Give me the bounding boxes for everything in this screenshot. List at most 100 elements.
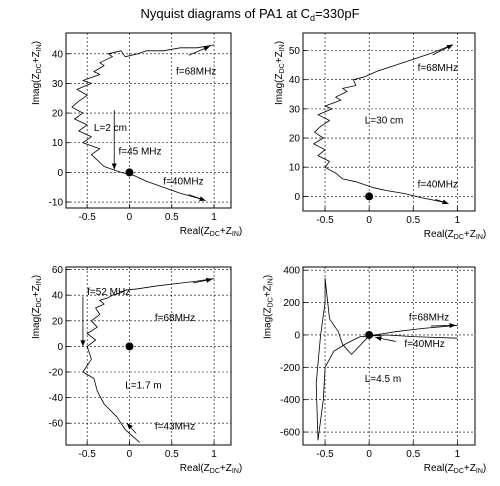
panel-1-annotation-1-arrow-head	[111, 163, 117, 170]
panel-3-xtick-label-1: 0	[127, 449, 133, 460]
panel-3-ylabel-part-0: Imag(Z	[31, 307, 42, 339]
panel-1-xlabel-part-0: Real(Z	[180, 226, 210, 237]
panel-1-annotation-3-arrow-head	[199, 196, 206, 201]
panel-4-ylabel-part-0: Imag(Z	[263, 307, 274, 339]
panel-2-annotation-0: f=68MHz	[418, 63, 458, 74]
panel-2-xlabel-part-0: Real(Z	[424, 229, 454, 240]
panel-3: -0.5 0 0.5 1-60-40-200204060Real(ZDC+ZIN)Im…	[31, 265, 242, 475]
panel-3-xlabel: Real(ZDC+ZIN)	[180, 463, 242, 475]
panel-2-xlabel-part-4: )	[483, 229, 486, 240]
panel-3-xtick-label-2: 0.5	[165, 449, 179, 460]
panel-4-annotation-1: f=40MHz	[404, 339, 444, 350]
panel-2-ytick-label-2: 20	[289, 134, 301, 145]
panel-1-xlabel-part-1: DC	[210, 231, 220, 238]
panel-1-ylabel-part-1: DC	[36, 63, 43, 73]
panel-3-ylabel-part-2: +Z	[31, 285, 42, 297]
panel-3-ylabel-part-3: IN	[36, 278, 43, 285]
panel-2-ylabel: Imag(ZDC+ZIN)	[274, 41, 286, 105]
panel-4-annotation-0: f=68MHz	[409, 312, 449, 323]
panel-3-ytick-label-5: 40	[52, 291, 64, 302]
panel-4-xtick-label-0: -0.5	[316, 449, 334, 460]
panel-2-xtick-label-1: 0	[366, 215, 372, 226]
panel-2-xtick-label-0: -0.5	[316, 215, 334, 226]
panel-4-ytick-label-0: -600	[280, 428, 300, 439]
panel-1-ytick-label-3: 20	[52, 109, 64, 120]
panel-3-ylabel-part-1: DC	[36, 297, 43, 307]
panel-1-ylabel-part-4: )	[31, 41, 42, 44]
panel-4-annotation-0-arrow-head	[449, 322, 456, 328]
panel-1-series-line	[71, 44, 215, 200]
panel-1-ylabel: Imag(ZDC+ZIN)	[31, 41, 43, 105]
panel-4-ytick-label-2: -200	[280, 363, 300, 374]
panel-1-ytick-label-2: 10	[52, 138, 64, 149]
panel-3-ytick-label-4: 20	[52, 316, 64, 327]
panel-2-xtick-label-3: 1	[455, 215, 461, 226]
panel-4-xlabel-part-4: )	[483, 463, 486, 474]
figure-title: Nyquist diagrams of PA1 at Cd=330pF	[140, 6, 359, 23]
panel-2-ylabel-part-4: )	[274, 41, 285, 44]
panel-4-frame	[302, 266, 476, 446]
panel-1-origin-marker	[125, 168, 134, 177]
panel-2-ylabel-part-2: +Z	[274, 51, 285, 63]
panel-2-xlabel-part-1: DC	[454, 234, 464, 241]
panel-3-xlabel-part-1: DC	[210, 468, 220, 475]
panel-1-xtick-label-3: 1	[211, 212, 217, 223]
panel-2-ylabel-part-1: DC	[279, 63, 286, 73]
panel-1-annotation-3: f=40MHz	[163, 176, 203, 187]
panel-4-xlabel: Real(ZDC+ZIN)	[424, 463, 486, 475]
panel-4-ylabel-part-4: )	[263, 275, 274, 278]
panel-4-ylabel-part-3: IN	[268, 278, 275, 285]
panel-3-ytick-label-6: 60	[52, 265, 64, 276]
panel-4-ytick-label-5: 400	[283, 266, 300, 277]
panel-3-xlabel-part-2: +Z	[220, 463, 232, 474]
panel-1-ytick-label-1: 0	[57, 168, 63, 179]
panel-4-xlabel-part-2: +Z	[464, 463, 476, 474]
panel-1-xtick-label-2: 0.5	[165, 212, 179, 223]
panel-3-xlabel-part-0: Real(Z	[180, 463, 210, 474]
panel-3-ytick-label-2: -20	[49, 368, 64, 379]
panel-1: -0.5 0 0.5 1 -10 0 10 20 30 40 Real(ZDC+ZIN) Imag(Z…	[31, 32, 242, 238]
panel-3-annotation-1-arrow-head	[206, 277, 213, 283]
panel-1-annotation-0: f=68MHz	[176, 67, 216, 78]
panel-2-origin-marker	[365, 192, 374, 201]
panel-3-annotation-0-arrow-head	[80, 340, 86, 347]
panel-1-xlabel: Real(ZDC+ZIN)	[180, 226, 242, 238]
panel-4-ytick-label-3: 0	[294, 330, 300, 341]
panel-2-series-line	[313, 44, 454, 203]
panel-2-ylabel-part-0: Imag(Z	[274, 73, 285, 105]
panel-1-annotation-1: L=2 cm	[94, 123, 127, 134]
panel-1-ylabel-part-3: IN	[36, 44, 43, 51]
panel-1-ytick-label-5: 40	[52, 49, 64, 60]
panel-2-ytick-label-1: 10	[289, 163, 301, 174]
panel-4-annotation-1-arrow-head	[375, 336, 382, 342]
panel-4: -0.5 0 0.5 1-600-400-2000200400Real(ZDC+ZIN…	[263, 266, 487, 475]
panel-1-xtick-label-0: -0.5	[79, 212, 97, 223]
panel-3-xlabel-part-4: )	[239, 463, 242, 474]
panel-3-xlabel-part-3: IN	[232, 468, 239, 475]
panel-2-ytick-label-4: 40	[289, 75, 301, 86]
panel-1-ytick-label-0: -10	[49, 198, 64, 209]
panel-4-xlabel-part-1: DC	[454, 468, 464, 475]
panel-2-ylabel-part-3: IN	[279, 44, 286, 51]
panel-4-xtick-label-3: 1	[455, 449, 461, 460]
panel-2-xlabel-part-2: +Z	[464, 229, 476, 240]
panel-1-frame	[65, 32, 232, 209]
panel-4-origin-marker	[365, 330, 374, 339]
panel-2: -0.5 0 0.5 101020304050Real(ZDC+ZIN)Imag(ZD…	[274, 32, 486, 241]
panel-4-ylabel-part-2: +Z	[263, 285, 274, 297]
panel-1-annotation-0-arrow-head	[203, 46, 210, 51]
panel-3-ylabel-part-4: )	[31, 275, 42, 278]
panel-2-annotation-1: L=30 cm	[365, 115, 404, 126]
panel-2-annotation-0-arrow-head	[446, 44, 453, 50]
panel-2-ytick-label-5: 50	[289, 46, 301, 57]
panel-1-xtick-label-1: 0	[127, 212, 133, 223]
panel-3-annotation-0: f=52 MHz	[87, 287, 130, 298]
panel-3-ylabel: Imag(ZDC+ZIN)	[31, 275, 43, 339]
panel-2-xtick-label-2: 0.5	[406, 215, 420, 226]
panel-4-xtick-label-1: 0	[366, 449, 372, 460]
panel-4-ytick-label-1: -400	[280, 395, 300, 406]
panel-2-annotation-2: f=40MHz	[418, 180, 458, 191]
panel-1-xlabel-part-4: )	[239, 226, 242, 237]
panel-1-ytick-label-4: 30	[52, 79, 64, 90]
panel-2-ytick-label-3: 30	[289, 104, 301, 115]
